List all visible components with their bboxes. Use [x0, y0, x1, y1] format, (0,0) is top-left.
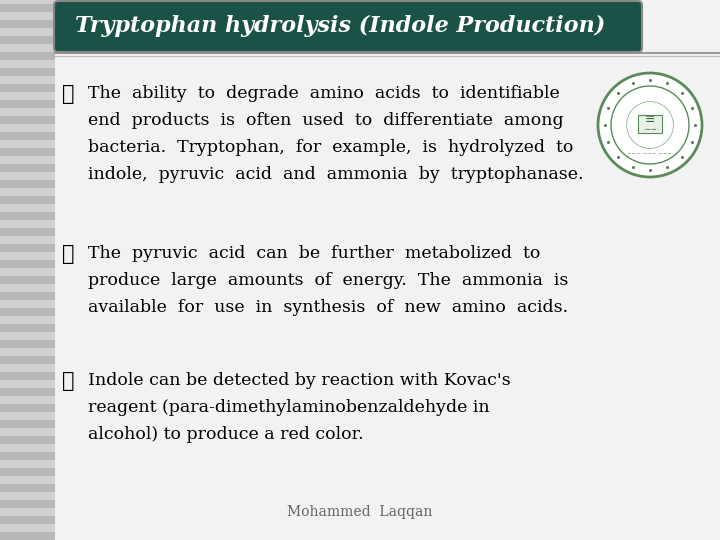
Bar — [0, 0, 58, 4]
Bar — [0, 300, 58, 308]
Bar — [0, 108, 58, 116]
Bar — [0, 100, 58, 108]
Bar — [0, 172, 58, 180]
Bar — [0, 460, 58, 468]
Bar — [0, 156, 58, 164]
Text: The  ability  to  degrade  amino  acids  to  identifiable: The ability to degrade amino acids to id… — [88, 85, 559, 102]
Bar — [0, 436, 58, 444]
Bar — [0, 412, 58, 420]
Text: available  for  use  in  synthesis  of  new  amino  acids.: available for use in synthesis of new am… — [88, 299, 568, 316]
Bar — [0, 12, 58, 20]
Bar — [0, 324, 58, 332]
FancyBboxPatch shape — [54, 1, 642, 52]
Bar — [0, 76, 58, 84]
Bar — [0, 444, 58, 452]
Bar — [0, 116, 58, 124]
Bar — [0, 180, 58, 188]
Bar — [0, 308, 58, 316]
Bar — [0, 508, 58, 516]
Bar — [0, 428, 58, 436]
Bar — [0, 236, 58, 244]
Bar — [0, 500, 58, 508]
Bar — [0, 268, 58, 276]
Bar — [0, 452, 58, 460]
Bar — [0, 212, 58, 220]
Text: Mohammed  Laqqan: Mohammed Laqqan — [287, 505, 433, 519]
Bar — [0, 4, 58, 12]
Bar — [0, 148, 58, 156]
Bar — [0, 68, 58, 76]
Bar — [0, 52, 58, 60]
Bar — [0, 332, 58, 340]
Bar — [0, 196, 58, 204]
Bar — [0, 132, 58, 140]
Bar — [0, 204, 58, 212]
Bar — [0, 36, 58, 44]
Bar — [0, 284, 58, 292]
Bar — [0, 60, 58, 68]
Bar — [0, 20, 58, 28]
Bar — [0, 244, 58, 252]
Text: Tryptophan hydrolysis (Indole Production): Tryptophan hydrolysis (Indole Production… — [75, 15, 606, 37]
Text: ~~~ ~~~ ~~~: ~~~ ~~~ ~~~ — [627, 151, 672, 156]
Text: ❖: ❖ — [62, 372, 74, 391]
Bar — [0, 124, 58, 132]
Bar — [0, 140, 58, 148]
Text: ❖: ❖ — [62, 245, 74, 264]
Bar — [0, 340, 58, 348]
Bar — [0, 364, 58, 372]
Bar — [0, 348, 58, 356]
Bar — [0, 252, 58, 260]
Bar — [0, 188, 58, 196]
Bar — [0, 396, 58, 404]
Bar — [0, 420, 58, 428]
Text: reagent (para-dimethylaminobenzaldehyde in: reagent (para-dimethylaminobenzaldehyde … — [88, 399, 490, 416]
Text: bacteria.  Tryptophan,  for  example,  is  hydrolyzed  to: bacteria. Tryptophan, for example, is hy… — [88, 139, 573, 156]
Text: ≡: ≡ — [644, 113, 655, 126]
Bar — [0, 372, 58, 380]
Bar — [0, 220, 58, 228]
Bar — [0, 84, 58, 92]
Bar — [0, 44, 58, 52]
Bar — [0, 404, 58, 412]
Bar — [0, 292, 58, 300]
Bar — [0, 468, 58, 476]
Bar — [0, 388, 58, 396]
Bar — [0, 476, 58, 484]
Text: ❖: ❖ — [62, 85, 74, 104]
Text: alcohol) to produce a red color.: alcohol) to produce a red color. — [88, 426, 364, 443]
Bar — [0, 92, 58, 100]
Bar — [0, 484, 58, 492]
Bar — [0, 380, 58, 388]
Bar — [0, 164, 58, 172]
Text: The  pyruvic  acid  can  be  further  metabolized  to: The pyruvic acid can be further metaboli… — [88, 245, 541, 262]
Text: end  products  is  often  used  to  differentiate  among: end products is often used to differenti… — [88, 112, 564, 129]
Text: ∼∼: ∼∼ — [643, 125, 657, 133]
Bar — [0, 532, 58, 540]
Circle shape — [598, 73, 702, 177]
Bar — [0, 524, 58, 532]
Text: produce  large  amounts  of  energy.  The  ammonia  is: produce large amounts of energy. The amm… — [88, 272, 568, 289]
Bar — [0, 28, 58, 36]
Bar — [0, 316, 58, 324]
Bar — [0, 260, 58, 268]
Bar — [0, 228, 58, 236]
Text: Indole can be detected by reaction with Kovac's: Indole can be detected by reaction with … — [88, 372, 510, 389]
Bar — [0, 516, 58, 524]
Bar — [638, 115, 662, 133]
Bar — [0, 492, 58, 500]
Bar — [0, 276, 58, 284]
Bar — [0, 356, 58, 364]
Text: indole,  pyruvic  acid  and  ammonia  by  tryptophanase.: indole, pyruvic acid and ammonia by tryp… — [88, 166, 583, 183]
